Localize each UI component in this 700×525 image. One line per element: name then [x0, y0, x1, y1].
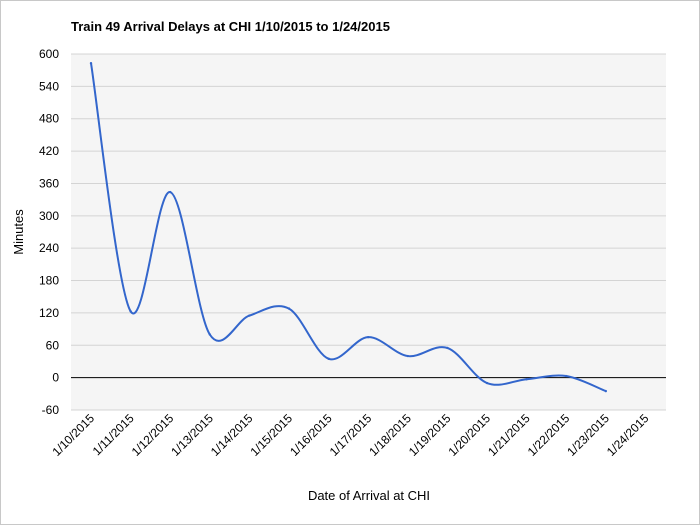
- x-tick-label: 1/24/2015: [604, 411, 652, 459]
- data-point: [287, 307, 291, 310]
- y-tick-label: 480: [39, 112, 59, 126]
- y-tick-label: 420: [39, 144, 59, 158]
- data-point: [446, 346, 449, 350]
- x-tick-label: 1/22/2015: [525, 411, 573, 459]
- data-point: [89, 61, 93, 65]
- data-point: [169, 190, 172, 194]
- data-point: [367, 335, 370, 339]
- y-tick-label: -60: [42, 403, 60, 417]
- x-axis-label: Date of Arrival at CHI: [308, 488, 430, 503]
- plot-area: [71, 54, 666, 410]
- y-axis-label: Minutes: [11, 209, 26, 255]
- y-tick-label: 360: [39, 176, 59, 190]
- series-line: [90, 63, 607, 393]
- series-layer: [89, 61, 607, 393]
- y-tick-label: 240: [39, 241, 59, 255]
- x-tick-label: 1/12/2015: [129, 411, 177, 459]
- x-tick-label: 1/16/2015: [287, 411, 335, 459]
- y-tick-label: 0: [52, 371, 59, 385]
- x-tick-label: 1/18/2015: [366, 411, 414, 459]
- data-point: [485, 381, 489, 385]
- y-tick-label: 300: [39, 209, 59, 223]
- chart-title: Train 49 Arrival Delays at CHI 1/10/2015…: [71, 19, 390, 34]
- y-tick-label: 180: [39, 274, 59, 288]
- x-axis-ticks: 1/10/20151/11/20151/12/20151/13/20151/14…: [49, 411, 651, 459]
- data-point: [248, 314, 251, 317]
- x-tick-label: 1/10/2015: [49, 411, 97, 459]
- y-tick-label: 60: [46, 338, 60, 352]
- x-tick-label: 1/15/2015: [247, 411, 295, 459]
- x-tick-label: 1/20/2015: [445, 411, 493, 459]
- x-tick-label: 1/17/2015: [327, 411, 375, 459]
- x-tick-label: 1/21/2015: [485, 411, 533, 459]
- data-point: [129, 310, 132, 313]
- gridlines: [71, 53, 666, 411]
- x-tick-label: 1/13/2015: [168, 411, 216, 459]
- data-point: [604, 389, 607, 393]
- x-tick-label: 1/19/2015: [406, 411, 454, 459]
- data-point: [565, 374, 568, 378]
- y-tick-label: 600: [39, 47, 59, 61]
- data-point: [406, 354, 409, 358]
- x-tick-label: 1/23/2015: [564, 411, 612, 459]
- x-tick-label: 1/14/2015: [208, 411, 256, 459]
- data-point: [208, 333, 211, 336]
- y-tick-label: 120: [39, 306, 59, 320]
- data-point: [525, 378, 528, 381]
- data-point: [327, 357, 330, 360]
- y-tick-label: 540: [39, 79, 59, 93]
